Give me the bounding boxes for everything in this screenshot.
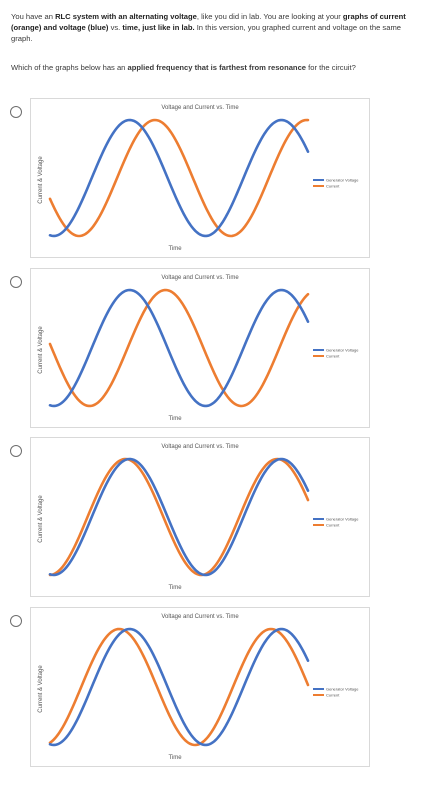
intro-text-3: vs. xyxy=(108,23,123,33)
question-prompt: Which of the graphs below has an applied… xyxy=(11,62,416,73)
question-text-2: for the circuit? xyxy=(306,63,356,72)
chart-title: Voltage and Current vs. Time xyxy=(161,444,239,450)
question-intro: You have an RLC system with an alternati… xyxy=(11,11,416,45)
legend-voltage-label: Generator Voltage xyxy=(326,687,359,692)
intro-text-4: In this version, you graphed current and… xyxy=(11,23,401,44)
y-axis-label: Current & Voltage xyxy=(38,495,44,543)
question-bold: applied frequency that is farthest from … xyxy=(127,63,307,72)
y-axis-label: Current & Voltage xyxy=(38,326,44,374)
chart-option-1: Voltage and Current vs. Time Time Current … xyxy=(30,98,370,258)
current-series-line xyxy=(48,457,310,577)
answer-option-3: Voltage and Current vs. Time Time Current … xyxy=(0,437,427,597)
intro-bold-2: graphs of current (orange) and voltage (… xyxy=(11,12,406,33)
current-series-line xyxy=(48,288,310,408)
chart-title: Voltage and Current vs. Time xyxy=(161,105,239,111)
chart-frame xyxy=(30,98,370,258)
chart-title: Voltage and Current vs. Time xyxy=(161,275,239,281)
legend-current-label: Current xyxy=(326,354,340,359)
y-axis-label: Current & Voltage xyxy=(38,665,44,713)
intro-text-1: You have an xyxy=(11,12,56,21)
x-axis-label: Time xyxy=(168,246,182,252)
chart-option-3: Voltage and Current vs. Time Time Current … xyxy=(30,437,370,597)
current-series-line xyxy=(48,627,310,747)
radio-button-option-2[interactable] xyxy=(10,276,22,288)
intro-text-2: , like you did in lab. You are looking a… xyxy=(196,12,343,21)
radio-button-option-1[interactable] xyxy=(10,106,22,118)
x-axis-label: Time xyxy=(168,755,182,761)
chart-option-4: Voltage and Current vs. Time Time Current … xyxy=(30,607,370,767)
answer-option-4: Voltage and Current vs. Time Time Current … xyxy=(0,607,427,767)
answer-option-1: Voltage and Current vs. Time Time Current … xyxy=(0,98,427,258)
chart-frame xyxy=(30,268,370,428)
legend-current-label: Current xyxy=(326,523,340,528)
radio-button-option-4[interactable] xyxy=(10,615,22,627)
legend-current-label: Current xyxy=(326,693,340,698)
intro-bold-3: time, just like in lab. xyxy=(122,23,195,33)
voltage-series-line xyxy=(48,457,310,577)
chart-frame xyxy=(30,607,370,767)
answer-option-2: Voltage and Current vs. Time Time Current … xyxy=(0,268,427,428)
radio-button-option-3[interactable] xyxy=(10,445,22,457)
legend-current-label: Current xyxy=(326,184,340,189)
intro-bold-1: RLC system with an alternating voltage xyxy=(55,12,197,21)
legend-voltage-label: Generator Voltage xyxy=(326,517,359,522)
voltage-series-line xyxy=(48,118,310,238)
chart-option-2: Voltage and Current vs. Time Time Current … xyxy=(30,268,370,428)
legend-voltage-label: Generator Voltage xyxy=(326,178,359,183)
question-text-1: Which of the graphs below has an xyxy=(11,63,128,72)
y-axis-label: Current & Voltage xyxy=(38,156,44,204)
current-series-line xyxy=(48,118,310,238)
x-axis-label: Time xyxy=(168,416,182,422)
x-axis-label: Time xyxy=(168,585,182,591)
voltage-series-line xyxy=(48,627,310,747)
voltage-series-line xyxy=(48,288,310,408)
legend-voltage-label: Generator Voltage xyxy=(326,348,359,353)
chart-title: Voltage and Current vs. Time xyxy=(161,614,239,620)
